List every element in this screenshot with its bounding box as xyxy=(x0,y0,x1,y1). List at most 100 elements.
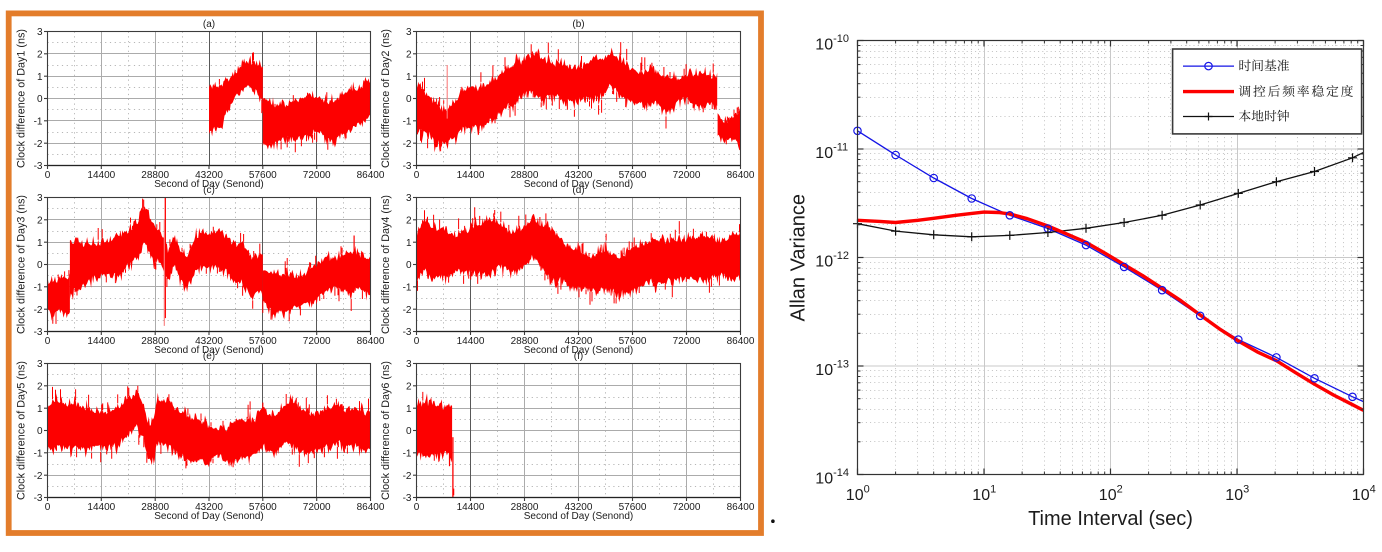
svg-text:43200: 43200 xyxy=(565,170,593,181)
svg-text:14400: 14400 xyxy=(87,502,115,513)
svg-text:57600: 57600 xyxy=(619,170,647,181)
svg-text:43200: 43200 xyxy=(565,502,593,513)
svg-text:-3: -3 xyxy=(403,161,412,172)
svg-text:Second of Day (Senond): Second of Day (Senond) xyxy=(154,345,264,356)
svg-text:Clock difference of Day4 (ns): Clock difference of Day4 (ns) xyxy=(380,195,392,334)
svg-text:Time Interval (sec): Time Interval (sec) xyxy=(1028,508,1193,530)
svg-text:14400: 14400 xyxy=(457,336,485,347)
svg-text:1: 1 xyxy=(406,404,412,415)
svg-text:14400: 14400 xyxy=(87,336,115,347)
svg-text:0: 0 xyxy=(414,502,420,513)
svg-text:(b): (b) xyxy=(572,19,584,30)
svg-text:(a): (a) xyxy=(203,19,215,30)
svg-text:28800: 28800 xyxy=(511,502,539,513)
svg-text:-2: -2 xyxy=(34,471,43,482)
svg-text:86400: 86400 xyxy=(357,170,385,181)
svg-text:57600: 57600 xyxy=(249,336,277,347)
svg-text:Second of Day (Senond): Second of Day (Senond) xyxy=(524,345,634,356)
svg-text:(c): (c) xyxy=(203,185,215,196)
svg-text:(f): (f) xyxy=(574,351,583,362)
svg-text:0: 0 xyxy=(37,426,43,437)
svg-text:2: 2 xyxy=(406,215,412,226)
svg-text:72000: 72000 xyxy=(303,502,331,513)
svg-text:0: 0 xyxy=(406,94,412,105)
svg-text:0: 0 xyxy=(45,502,51,513)
svg-text:Clock difference of Day5 (ns): Clock difference of Day5 (ns) xyxy=(16,361,28,500)
svg-text:0: 0 xyxy=(414,336,420,347)
svg-text:Clock difference of Day1 (ns): Clock difference of Day1 (ns) xyxy=(16,29,28,168)
svg-text:57600: 57600 xyxy=(249,170,277,181)
svg-text:-2: -2 xyxy=(403,305,412,316)
svg-text:14400: 14400 xyxy=(87,170,115,181)
svg-text:3: 3 xyxy=(37,193,43,204)
svg-text:Second of Day (Senond): Second of Day (Senond) xyxy=(154,179,264,190)
svg-text:2: 2 xyxy=(37,215,43,226)
svg-text:0: 0 xyxy=(45,336,51,347)
svg-text:1: 1 xyxy=(406,72,412,83)
svg-text:57600: 57600 xyxy=(619,336,647,347)
svg-text:72000: 72000 xyxy=(673,502,701,513)
svg-text:3: 3 xyxy=(37,27,43,38)
svg-text:-3: -3 xyxy=(34,493,43,504)
svg-text:86400: 86400 xyxy=(727,170,755,181)
svg-text:57600: 57600 xyxy=(249,502,277,513)
svg-text:3: 3 xyxy=(406,27,412,38)
svg-text:72000: 72000 xyxy=(673,170,701,181)
svg-text:(d): (d) xyxy=(572,185,584,196)
svg-text:14400: 14400 xyxy=(457,502,485,513)
svg-text:43200: 43200 xyxy=(565,336,593,347)
svg-text:-1: -1 xyxy=(34,448,43,459)
svg-text:2: 2 xyxy=(406,49,412,60)
svg-text:43200: 43200 xyxy=(195,170,223,181)
svg-text:Second of Day (Senond): Second of Day (Senond) xyxy=(524,179,634,190)
svg-text:3: 3 xyxy=(37,359,43,370)
svg-text:1: 1 xyxy=(37,72,43,83)
svg-text:86400: 86400 xyxy=(727,502,755,513)
svg-text:43200: 43200 xyxy=(195,336,223,347)
svg-text:-3: -3 xyxy=(34,161,43,172)
svg-text:Second of Day (Senond): Second of Day (Senond) xyxy=(524,511,634,522)
svg-text:-1: -1 xyxy=(403,448,412,459)
svg-text:3: 3 xyxy=(406,359,412,370)
svg-text:-1: -1 xyxy=(34,116,43,127)
svg-text:Clock difference of Day6 (ns): Clock difference of Day6 (ns) xyxy=(380,361,392,500)
svg-text:Second of Day (Senond): Second of Day (Senond) xyxy=(154,511,264,522)
svg-text:0: 0 xyxy=(406,260,412,271)
svg-text:1: 1 xyxy=(37,238,43,249)
svg-text:14400: 14400 xyxy=(457,170,485,181)
svg-text:Allan Variance: Allan Variance xyxy=(788,194,810,321)
svg-text:28800: 28800 xyxy=(511,336,539,347)
svg-text:86400: 86400 xyxy=(727,336,755,347)
svg-text:2: 2 xyxy=(37,49,43,60)
svg-text:0: 0 xyxy=(45,170,51,181)
svg-text:-1: -1 xyxy=(403,116,412,127)
svg-text:-2: -2 xyxy=(403,139,412,150)
svg-text:-1: -1 xyxy=(34,282,43,293)
svg-text:-3: -3 xyxy=(403,493,412,504)
svg-text:-1: -1 xyxy=(403,282,412,293)
svg-text:(e): (e) xyxy=(203,351,215,362)
svg-text:72000: 72000 xyxy=(303,336,331,347)
svg-text:0: 0 xyxy=(37,94,43,105)
svg-text:Clock difference of Day2 (ns): Clock difference of Day2 (ns) xyxy=(380,29,392,168)
svg-text:43200: 43200 xyxy=(195,502,223,513)
svg-text:Clock difference of Day3 (ns): Clock difference of Day3 (ns) xyxy=(16,195,28,334)
svg-text:28800: 28800 xyxy=(141,170,169,181)
svg-text:0: 0 xyxy=(406,426,412,437)
svg-text:28800: 28800 xyxy=(141,336,169,347)
svg-text:-2: -2 xyxy=(34,305,43,316)
svg-text:28800: 28800 xyxy=(511,170,539,181)
svg-text:28800: 28800 xyxy=(141,502,169,513)
svg-text:1: 1 xyxy=(406,238,412,249)
svg-text:-2: -2 xyxy=(34,139,43,150)
svg-text:86400: 86400 xyxy=(357,336,385,347)
svg-text:57600: 57600 xyxy=(619,502,647,513)
svg-text:2: 2 xyxy=(37,381,43,392)
svg-text:72000: 72000 xyxy=(673,336,701,347)
svg-text:-3: -3 xyxy=(403,327,412,338)
svg-text:0: 0 xyxy=(37,260,43,271)
svg-text:-3: -3 xyxy=(34,327,43,338)
svg-text:86400: 86400 xyxy=(357,502,385,513)
svg-text:-2: -2 xyxy=(403,471,412,482)
svg-text:1: 1 xyxy=(37,404,43,415)
